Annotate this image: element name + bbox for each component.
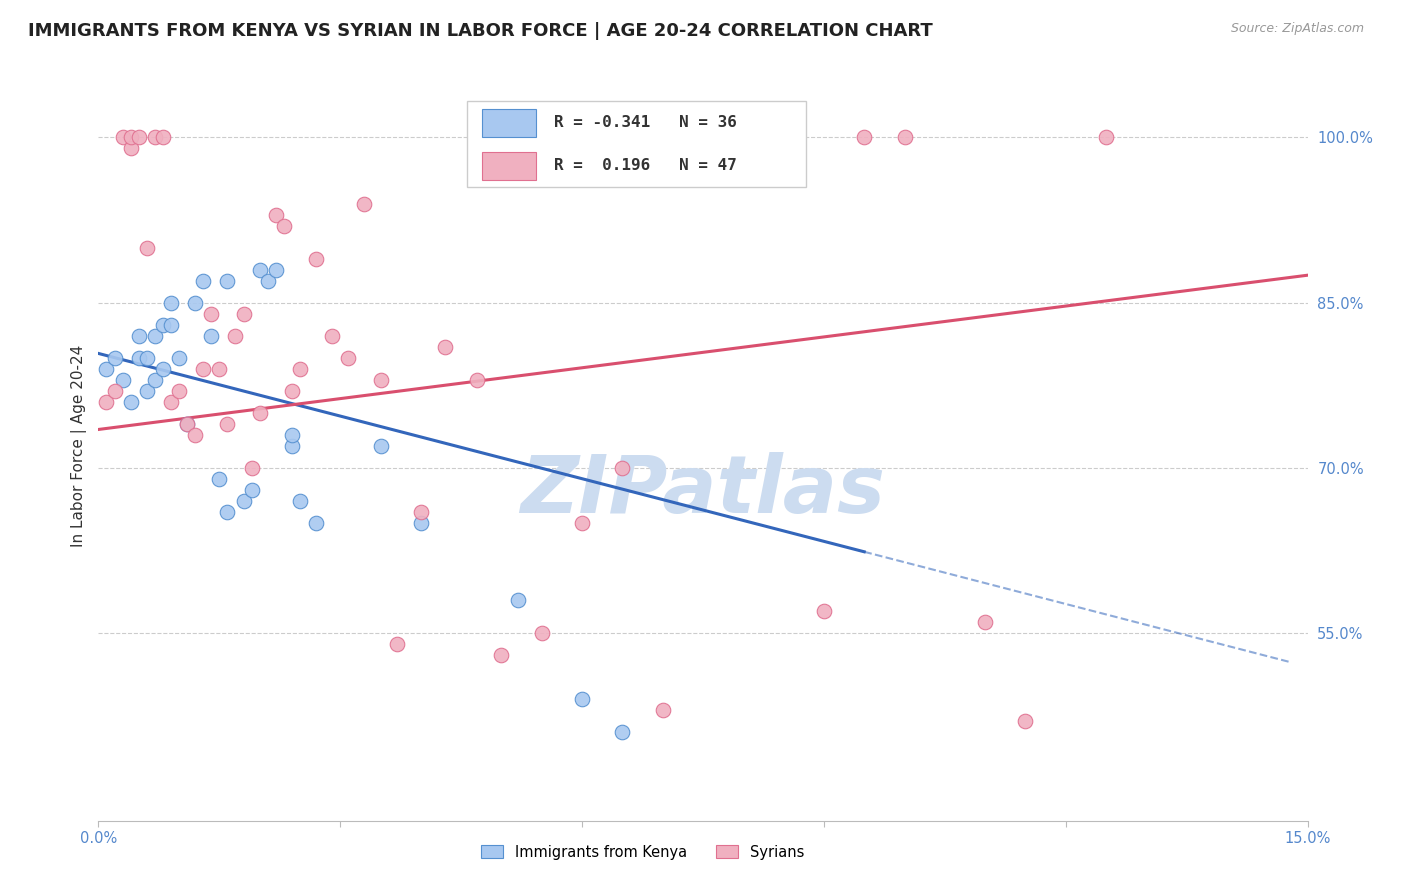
Y-axis label: In Labor Force | Age 20-24: In Labor Force | Age 20-24 <box>72 345 87 547</box>
Point <box>232 494 254 508</box>
Point <box>184 428 207 442</box>
Point <box>200 328 222 343</box>
Point <box>120 130 142 145</box>
Point <box>370 373 392 387</box>
Point <box>465 373 488 387</box>
Text: R =  0.196   N = 47: R = 0.196 N = 47 <box>554 159 737 173</box>
Point <box>120 395 142 409</box>
Point <box>193 274 215 288</box>
Text: IMMIGRANTS FROM KENYA VS SYRIAN IN LABOR FORCE | AGE 20-24 CORRELATION CHART: IMMIGRANTS FROM KENYA VS SYRIAN IN LABOR… <box>28 22 932 40</box>
Point <box>111 373 134 387</box>
FancyBboxPatch shape <box>482 152 536 180</box>
Point <box>281 384 304 398</box>
Point <box>813 604 835 618</box>
Point <box>264 208 287 222</box>
Point <box>281 428 304 442</box>
Point <box>893 130 915 145</box>
Point <box>305 252 328 266</box>
Point <box>217 417 239 431</box>
Point <box>103 384 125 398</box>
Point <box>143 328 166 343</box>
Point <box>96 395 118 409</box>
Point <box>612 461 634 475</box>
Point <box>273 219 295 233</box>
Point <box>232 307 254 321</box>
Point <box>434 340 457 354</box>
Point <box>96 362 118 376</box>
Point <box>167 351 190 365</box>
Point <box>208 362 231 376</box>
Point <box>321 328 343 343</box>
Point <box>143 373 166 387</box>
FancyBboxPatch shape <box>482 109 536 137</box>
Point <box>128 351 150 365</box>
Point <box>143 130 166 145</box>
Point <box>128 130 150 145</box>
Point <box>152 130 174 145</box>
Point <box>974 615 997 630</box>
Point <box>692 130 714 145</box>
Point <box>288 362 311 376</box>
Point <box>571 516 593 530</box>
Point <box>152 362 174 376</box>
Point <box>160 295 183 310</box>
Point <box>733 130 755 145</box>
Point <box>1095 130 1118 145</box>
Point <box>281 439 304 453</box>
Point <box>264 262 287 277</box>
Point <box>111 130 134 145</box>
Text: R = -0.341   N = 36: R = -0.341 N = 36 <box>554 115 737 130</box>
Point <box>224 328 246 343</box>
Point <box>305 516 328 530</box>
Legend: Immigrants from Kenya, Syrians: Immigrants from Kenya, Syrians <box>475 839 810 866</box>
Point <box>256 274 278 288</box>
Point <box>853 130 876 145</box>
FancyBboxPatch shape <box>467 102 806 187</box>
Point <box>217 274 239 288</box>
Point <box>240 461 263 475</box>
Point <box>217 505 239 519</box>
Point <box>120 141 142 155</box>
Point <box>184 295 207 310</box>
Point <box>385 637 408 651</box>
Point <box>200 307 222 321</box>
Point <box>160 395 183 409</box>
Point <box>135 241 157 255</box>
Point <box>249 406 271 420</box>
Point <box>353 196 375 211</box>
Point <box>208 472 231 486</box>
Point <box>288 494 311 508</box>
Point <box>612 725 634 739</box>
Point <box>152 318 174 332</box>
Point <box>571 692 593 706</box>
Point <box>135 351 157 365</box>
Point <box>240 483 263 497</box>
Point <box>370 439 392 453</box>
Point <box>160 318 183 332</box>
Point <box>409 516 432 530</box>
Point <box>167 384 190 398</box>
Point <box>176 417 198 431</box>
Point <box>193 362 215 376</box>
Point <box>651 703 673 717</box>
Point <box>249 262 271 277</box>
Point <box>176 417 198 431</box>
Point <box>135 384 157 398</box>
Point <box>103 351 125 365</box>
Text: Source: ZipAtlas.com: Source: ZipAtlas.com <box>1230 22 1364 36</box>
Point <box>337 351 360 365</box>
Point <box>491 648 513 663</box>
Point <box>409 505 432 519</box>
Point <box>530 626 553 640</box>
Point <box>128 328 150 343</box>
Point <box>506 593 529 607</box>
Text: ZIPatlas: ZIPatlas <box>520 452 886 530</box>
Point <box>1014 714 1036 729</box>
